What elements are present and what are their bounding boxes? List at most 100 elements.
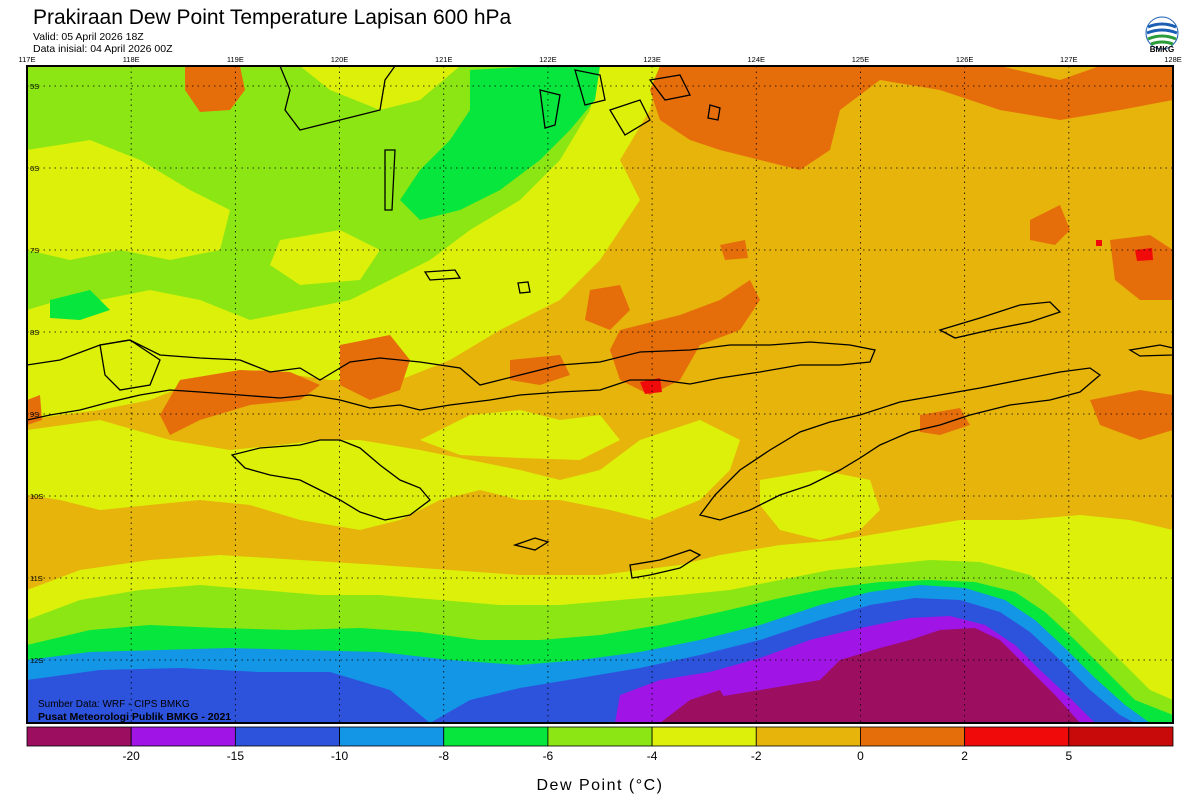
field-band-5-b — [1135, 248, 1153, 261]
lon-label: 124E — [748, 55, 766, 64]
field-band-2-e — [610, 280, 760, 395]
map-title: Prakiraan Dew Point Temperature Lapisan … — [33, 6, 512, 29]
field-band-minus20-south — [690, 628, 1080, 723]
coast-sumba — [230, 439, 431, 521]
lon-label: 121E — [435, 55, 453, 64]
lon-label: 125E — [852, 55, 870, 64]
field-band-2-l — [1090, 390, 1173, 440]
field-band-minus10-south — [27, 668, 430, 723]
colorbar-segment — [860, 726, 966, 747]
coast-tanah-jampea — [423, 269, 462, 281]
lon-label: 123E — [643, 55, 661, 64]
field-band-2-g — [340, 335, 410, 400]
lat-label: 7S — [30, 246, 39, 255]
colorbar-segment — [755, 726, 861, 747]
lat-label: 12S — [30, 656, 43, 665]
colorbar-tick-label: 2 — [961, 749, 968, 763]
colorbar-segment — [547, 726, 653, 747]
coast-sulawesi-south — [279, 66, 396, 131]
colorbar-tick-label: -15 — [227, 749, 245, 763]
latitude-labels: 5S 6S 7S 8S 9S 10S 11S 12S — [30, 82, 43, 665]
lat-label: 5S — [30, 82, 39, 91]
coast-lombok — [99, 339, 161, 391]
coast-buton — [539, 89, 561, 129]
colorbar-segment — [443, 726, 549, 747]
colorbar-segment — [26, 726, 132, 747]
lat-label: 10S — [30, 492, 43, 501]
colorbar-tick-label: -10 — [331, 749, 349, 763]
lat-label: 11S — [30, 574, 43, 583]
colorbar-segment — [339, 726, 445, 747]
field-band-2-f — [720, 240, 748, 260]
source-line-2: Pusat Meteorologi Publik BMKG - 2021 — [38, 711, 231, 723]
field-band-minus6 — [400, 66, 600, 220]
lon-label: 120E — [331, 55, 349, 64]
field-band-minus2-mid-c — [760, 470, 880, 540]
colorbar-segment — [234, 726, 340, 747]
field-band-2-b — [1030, 205, 1070, 245]
lon-label: 118E — [123, 55, 140, 64]
coast-east-a — [609, 99, 651, 136]
coast-sumbawa — [27, 339, 876, 421]
colorbar-tick-label: -4 — [647, 749, 658, 763]
coast-east-c — [707, 104, 721, 121]
colorbar-segment — [1068, 726, 1174, 747]
coast-rote — [629, 549, 702, 579]
field-band-minus2-mid — [27, 420, 740, 530]
colorbar-segment — [964, 726, 1070, 747]
colorbar — [26, 726, 1174, 747]
field-band-2-north — [650, 66, 1173, 170]
coast-timor — [698, 367, 1102, 521]
field-band-2-c — [1110, 235, 1173, 300]
init-time: Data inisial: 04 April 2026 00Z — [33, 43, 173, 55]
lon-label: 127E — [1060, 55, 1078, 64]
lon-label: 128E — [1164, 55, 1182, 64]
colorbar-tick-labels: -20 -15 -10 -8 -6 -4 -2 0 2 5 — [123, 749, 1073, 763]
colorbar-label: Dew Point (°C) — [536, 777, 664, 794]
colorbar-tick-label: -20 — [123, 749, 141, 763]
field-band-2-a — [185, 66, 245, 112]
lon-label: 117E — [19, 55, 36, 64]
field-band-minus4-c — [270, 230, 380, 285]
bmkg-logo-icon — [1145, 16, 1179, 50]
coastlines — [27, 66, 1173, 579]
source-line-1: Sumber Data: WRF - CIPS BMKG — [38, 699, 190, 710]
field-band-5-d — [1096, 240, 1102, 246]
coast-selayar — [384, 149, 396, 211]
longitude-labels: 117E 118E 119E 120E 121E 122E 123E 124E 125E 126E… — [19, 55, 1182, 64]
field-band-5-a — [640, 378, 662, 394]
coast-wetar — [1128, 344, 1173, 357]
lat-label: 8S — [30, 328, 39, 337]
lon-label: 126E — [956, 55, 974, 64]
field-band-2-d — [585, 285, 630, 330]
lat-lon-grid — [27, 66, 1173, 723]
lon-label: 119E — [227, 55, 244, 64]
field-band-minus2-mid-b — [420, 410, 620, 460]
dew-point-field — [27, 66, 1173, 723]
colorbar-segment — [130, 726, 236, 747]
coast-kalao — [517, 281, 531, 294]
colorbar-tick-label: 5 — [1065, 749, 1072, 763]
lat-label: 6S — [30, 164, 39, 173]
bmkg-logo-text: BMKG — [1149, 45, 1175, 54]
lat-label: 9S — [30, 410, 39, 419]
valid-time: Valid: 05 April 2026 18Z — [33, 31, 144, 43]
coast-sawu — [512, 537, 550, 551]
field-band-2-h — [160, 370, 320, 435]
colorbar-tick-label: 0 — [857, 749, 864, 763]
lon-label: 122E — [539, 55, 557, 64]
field-band-minus4-b — [27, 140, 230, 260]
map-frame — [26, 65, 1174, 724]
coast-kabaena — [574, 69, 606, 106]
field-band-2-m — [920, 408, 970, 435]
colorbar-segment — [651, 726, 757, 747]
coast-east-b — [648, 74, 691, 101]
colorbar-tick-label: -6 — [543, 749, 554, 763]
colorbar-tick-label: -8 — [438, 749, 449, 763]
field-band-minus20-south-b — [660, 690, 740, 723]
coast-alor — [938, 301, 1062, 339]
colorbar-tick-label: -2 — [751, 749, 762, 763]
field-band-minus6-b — [50, 290, 110, 320]
